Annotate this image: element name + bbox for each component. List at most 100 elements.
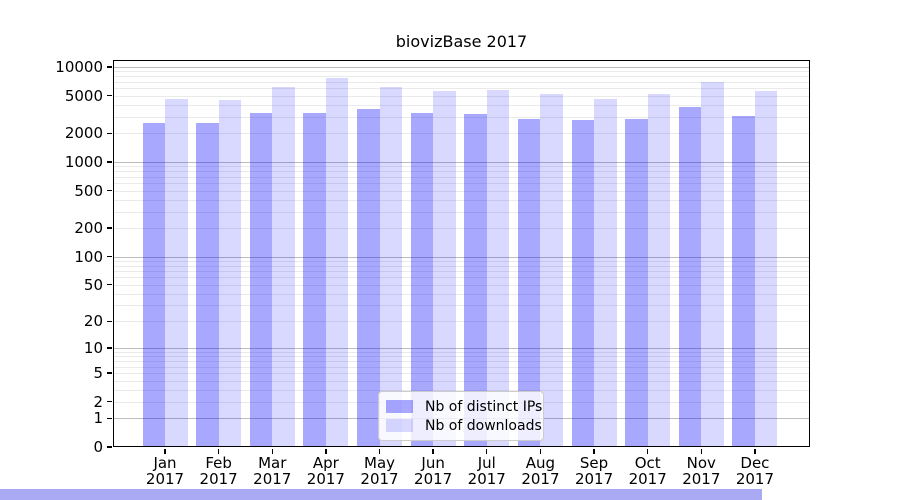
x-tick-label: Aug 2017	[521, 454, 560, 488]
gridline-minor	[113, 76, 810, 78]
gridline-minor	[113, 104, 810, 106]
gridline-major	[113, 161, 810, 163]
legend-entry: Nb of downloads	[386, 416, 542, 435]
x-tick-label: Sep 2017	[574, 454, 614, 488]
y-tick-mark	[106, 284, 112, 286]
y-tick-label: 0	[93, 438, 103, 456]
bar-distinct-ips-apr	[303, 113, 326, 447]
x-tick-mark	[271, 448, 273, 454]
bar-distinct-ips-jul	[464, 113, 487, 447]
gridline-minor	[113, 183, 810, 184]
gridline-minor	[113, 190, 810, 192]
bar-distinct-ips-aug	[517, 118, 541, 447]
horizontal-scrollbar-thumb[interactable]	[0, 489, 762, 500]
y-tick-mark	[106, 189, 112, 192]
x-tick-mark	[539, 448, 542, 454]
gridline-minor	[113, 271, 810, 273]
bar-downloads-may	[379, 87, 403, 447]
y-tick-label: 2000	[64, 124, 103, 143]
y-tick-label: 200	[74, 219, 103, 238]
gridline-major	[113, 256, 810, 258]
y-tick-label: 5000	[64, 86, 103, 105]
y-tick-mark	[106, 400, 112, 403]
x-tick-mark	[378, 448, 381, 454]
y-tick-label: 500	[74, 181, 103, 200]
legend-swatch	[386, 419, 413, 432]
bar-downloads-sep	[594, 99, 617, 447]
gridline-minor	[113, 352, 810, 353]
chart-title: biovizBase 2017	[395, 32, 528, 51]
y-tick-label: 100	[74, 247, 103, 266]
gridline-minor	[113, 361, 810, 363]
bars-layer	[113, 60, 810, 447]
y-tick-label: 50	[83, 275, 103, 294]
legend-label: Nb of distinct IPs	[425, 398, 543, 415]
x-tick-mark	[164, 448, 166, 454]
x-tick-mark	[217, 448, 220, 454]
x-tick-mark	[700, 448, 702, 454]
x-tick-label: Oct 2017	[628, 454, 667, 488]
gridline-major	[113, 66, 810, 68]
bar-distinct-ips-sep	[571, 120, 595, 447]
bar-downloads-feb	[218, 99, 242, 447]
gridline-minor	[113, 265, 810, 267]
y-tick-mark	[106, 320, 112, 323]
gridline-minor	[113, 71, 810, 73]
bar-downloads-nov	[701, 82, 724, 447]
y-tick-label: 10000	[55, 58, 103, 76]
bar-distinct-ips-dec	[732, 115, 755, 447]
x-tick-label: Jan 2017	[145, 454, 185, 488]
y-tick-label: 1	[93, 409, 103, 428]
y-tick-mark	[106, 417, 112, 420]
bar-distinct-ips-feb	[196, 122, 219, 447]
y-tick-mark	[106, 372, 112, 374]
x-tick-mark	[754, 448, 756, 454]
y-tick-mark	[106, 132, 112, 135]
gridline-minor	[113, 293, 810, 295]
x-tick-label: Dec 2017	[735, 454, 775, 488]
gridline-minor	[113, 116, 810, 118]
x-tick-label: May 2017	[360, 454, 399, 488]
x-tick-mark	[432, 448, 434, 454]
gridline-minor	[113, 260, 810, 262]
bar-distinct-ips-jun	[410, 113, 434, 447]
y-tick-mark	[106, 227, 112, 229]
gridline-minor	[113, 284, 810, 286]
bar-distinct-ips-jan	[142, 122, 165, 447]
gridline-minor	[113, 305, 810, 307]
bar-downloads-oct	[647, 93, 671, 447]
bar-distinct-ips-oct	[625, 118, 648, 447]
gridline-minor	[113, 176, 810, 178]
x-tick-label: Jul 2017	[467, 454, 506, 488]
y-tick-label: 20	[83, 312, 103, 331]
bar-downloads-aug	[540, 93, 563, 447]
bar-downloads-jun	[433, 90, 456, 447]
gridline-minor	[113, 166, 810, 168]
gridline-minor	[113, 81, 810, 83]
bar-downloads-mar	[272, 87, 295, 447]
gridline-minor	[113, 389, 810, 391]
y-tick-mark	[106, 94, 112, 97]
gridline-minor	[113, 211, 810, 213]
plot-area: 10000 5000 2000 1000 500 200 100 50 20 10 5 2 1 0 Jan…	[55, 58, 810, 487]
bar-downloads-jul	[486, 90, 510, 447]
x-tick-mark	[593, 448, 595, 454]
x-tick-label: Feb 2017	[199, 454, 238, 488]
gridline-minor	[113, 373, 810, 375]
gridline-minor	[113, 88, 810, 90]
gridline-minor	[113, 95, 810, 97]
legend-entry: Nb of distinct IPs	[386, 397, 542, 416]
y-tick-label: 10	[83, 339, 103, 358]
y-axis-ticks: 10000 5000 2000 1000 500 200 100 50 20 10 5 2 1 0	[55, 58, 810, 456]
gridlines	[113, 60, 810, 447]
x-tick-label: Mar 2017	[253, 454, 292, 488]
gridline-minor	[113, 199, 810, 201]
x-axis-ticks: Jan 2017 Feb 2017 Mar 2017 Apr 2017 May 2017…	[113, 60, 810, 487]
y-tick-mark	[106, 446, 112, 448]
gridline-minor	[113, 366, 810, 368]
bar-distinct-ips-mar	[249, 112, 273, 447]
bar-downloads-jan	[165, 99, 188, 447]
gridline-minor	[113, 277, 810, 279]
gridline-major	[113, 348, 810, 350]
